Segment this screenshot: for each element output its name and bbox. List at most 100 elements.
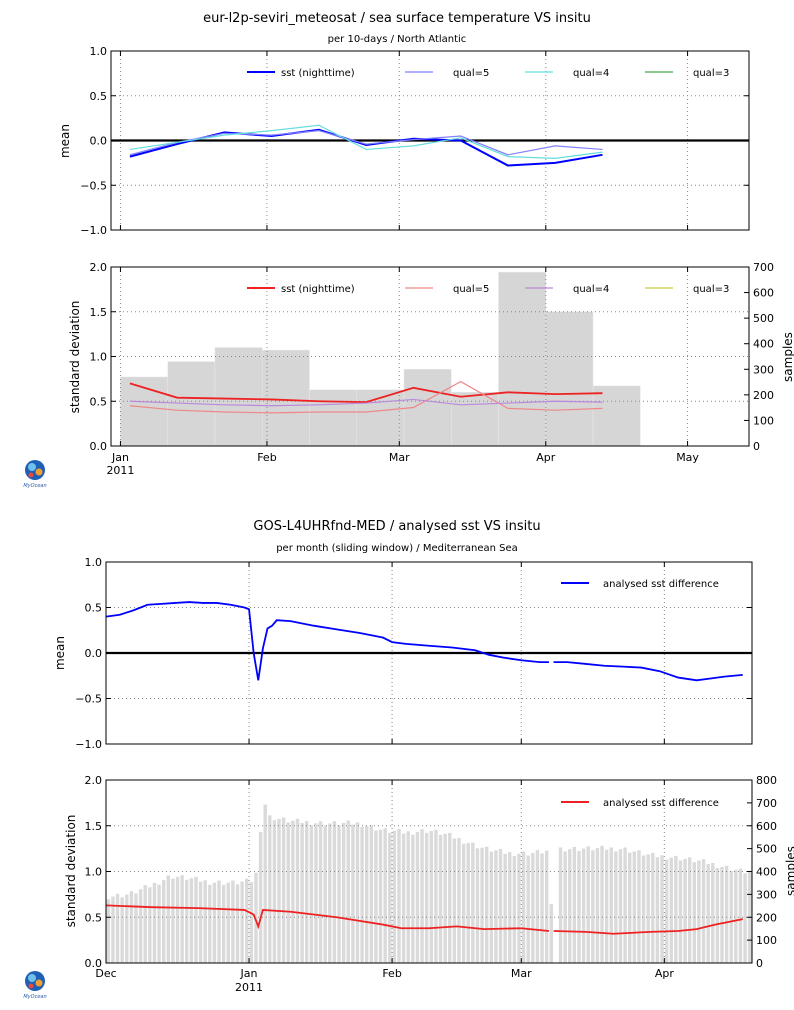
sample-bar — [392, 830, 397, 963]
y-tick-label: 1.0 — [85, 556, 103, 569]
sample-bar — [194, 876, 198, 963]
sample-bar — [637, 850, 641, 963]
series-line-analysed-sst-difference — [105, 601, 549, 681]
sample-bar — [171, 878, 175, 963]
legend-label: qual=5 — [453, 68, 489, 79]
sample-bar — [452, 838, 457, 963]
y-tick-label: −1.0 — [75, 738, 102, 751]
y2-tick-label: 0 — [753, 440, 760, 453]
sample-bar — [688, 857, 692, 963]
sample-bar — [212, 882, 217, 963]
logo-dot — [35, 468, 43, 476]
sample-bar — [489, 851, 493, 963]
sample-bar — [374, 830, 378, 963]
x-tick-label: May — [676, 451, 699, 464]
series-line-analysed-sst-difference — [105, 904, 550, 932]
sample-bar — [189, 878, 194, 963]
sample-bar — [604, 849, 609, 963]
sample-bar — [214, 347, 263, 447]
logo-highlight — [28, 974, 36, 982]
y-axis-label: standard deviation — [64, 815, 78, 928]
sample-bar — [185, 879, 189, 963]
figure-title-2: GOS-L4UHRfnd-MED / analysed sst VS insit… — [253, 519, 540, 534]
sample-bar — [406, 831, 410, 963]
sample-bar — [143, 885, 147, 963]
x-tick-label: Apr — [655, 967, 675, 980]
logo-text: MyOcean — [23, 483, 46, 489]
sample-bar — [360, 827, 364, 963]
sample-bar — [540, 853, 544, 963]
sample-bar — [245, 878, 249, 963]
sample-bar — [471, 842, 475, 963]
sample-bar — [498, 848, 503, 963]
myocean-logo-icon: MyOcean — [23, 971, 47, 1000]
sample-bar — [641, 855, 646, 963]
sample-bar — [600, 845, 604, 963]
sample-bar — [683, 858, 687, 963]
sample-bar — [701, 859, 706, 963]
sample-bar — [240, 881, 244, 963]
sample-bar — [508, 852, 512, 963]
sample-bar — [660, 855, 664, 963]
sample-bar — [595, 848, 600, 963]
logo-dot — [28, 983, 34, 989]
y-tick-label: 2.0 — [85, 774, 103, 787]
sample-bar — [581, 848, 586, 963]
sample-bar — [591, 850, 595, 963]
y2-tick-label: 300 — [753, 363, 774, 376]
plot-frame — [110, 266, 750, 447]
sample-bar — [397, 829, 401, 963]
sample-bar — [378, 829, 383, 963]
y-tick-label: 1.0 — [85, 866, 103, 879]
y-tick-label: 1.5 — [90, 306, 108, 319]
sample-bar — [272, 820, 277, 963]
legend-label: qual=4 — [573, 68, 609, 79]
sample-bar — [291, 820, 295, 963]
sample-bar — [115, 893, 120, 963]
x-tick-label: Apr — [536, 451, 556, 464]
sample-bar — [669, 857, 673, 963]
logo-text: MyOcean — [23, 994, 46, 1000]
plot-frame — [110, 50, 750, 231]
sample-bar — [120, 897, 124, 963]
y2-tick-label: 100 — [756, 934, 777, 947]
legend-label: analysed sst difference — [603, 579, 719, 590]
y2-tick-label: 0 — [756, 957, 763, 970]
logo-globe — [25, 460, 45, 480]
legend-label: qual=5 — [453, 284, 489, 295]
sample-bar — [281, 817, 286, 963]
std-panel-2: 2.0 1.5 1.0 0.5 0.0 800 700 600 500 400 300 200 100 0… — [64, 774, 794, 994]
sample-bar — [415, 832, 420, 963]
x-tick-label: Feb — [257, 451, 276, 464]
y-axis-label: mean — [58, 124, 72, 158]
sample-bar — [743, 873, 747, 963]
sample-bar — [711, 862, 715, 963]
sample-bar — [577, 850, 581, 963]
sample-bar — [261, 349, 310, 447]
legend: sst (nighttime) qual=5 qual=4 qual=3 — [247, 284, 729, 295]
sample-bar — [383, 828, 387, 963]
sample-bar — [231, 880, 235, 963]
x-tick-label: Dec — [95, 967, 116, 980]
series-line-qual-5 — [129, 130, 603, 156]
sample-bar — [451, 392, 499, 447]
legend-label: qual=3 — [693, 284, 729, 295]
sample-bar — [277, 818, 281, 963]
sample-bar — [198, 881, 203, 963]
legend: analysed sst difference — [561, 798, 719, 809]
y2-tick-label: 600 — [753, 287, 774, 300]
y2-tick-label: 700 — [756, 797, 777, 810]
sample-bar — [461, 843, 466, 963]
sample-bar — [305, 821, 309, 963]
y2-axis-label: samples — [784, 846, 794, 896]
sample-bar — [531, 852, 535, 963]
y2-tick-label: 500 — [753, 312, 774, 325]
sample-bar — [457, 838, 461, 963]
sample-bar — [429, 830, 434, 963]
sample-bar — [655, 857, 660, 963]
sample-bar — [632, 851, 637, 963]
figure-subtitle: per 10-days / North Atlantic — [328, 34, 467, 45]
x-tick-label: Feb — [382, 967, 401, 980]
sample-bar — [420, 829, 424, 963]
